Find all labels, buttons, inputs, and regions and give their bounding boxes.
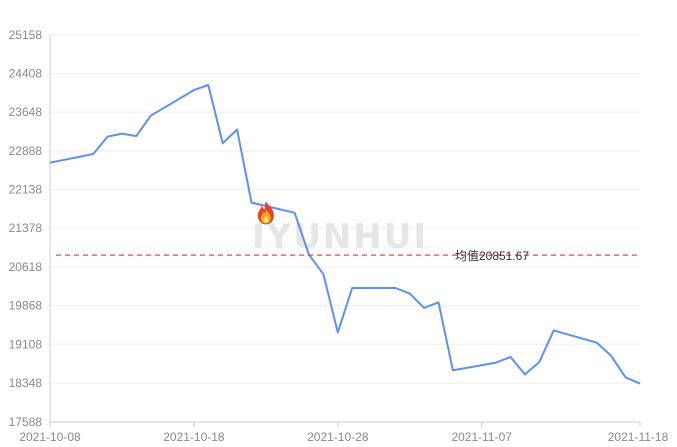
x-tick-label: 2021-11-07 [451, 430, 512, 444]
average-line-group: 均值20851.67 [56, 248, 640, 263]
y-tick-label: 21378 [9, 221, 43, 235]
y-tick-label: 20618 [9, 260, 43, 274]
y-tick-label: 22138 [9, 182, 43, 196]
y-tick-label: 25158 [9, 28, 43, 42]
fire-icon [257, 201, 274, 225]
series-layer [49, 84, 641, 385]
y-tick-label: 18348 [9, 376, 43, 390]
y-tick-label: 19868 [9, 298, 43, 312]
x-tick-label: 2021-10-18 [163, 430, 225, 444]
y-tick-label: 19108 [9, 337, 43, 351]
y-tick-label: 22888 [9, 144, 43, 158]
grid-lines [50, 34, 640, 384]
y-tick-label: 17588 [9, 415, 43, 429]
series-line [49, 84, 641, 385]
marker-layer [257, 201, 274, 225]
y-tick-label: 23648 [9, 105, 43, 119]
x-tick-label: 2021-11-18 [608, 430, 669, 444]
average-label: 均值20851.67 [455, 248, 529, 263]
x-tick-label: 2021-10-08 [19, 430, 81, 444]
axes: 25158 24408 23648 22888 22138 21378 20618 19868… [9, 28, 669, 444]
watermark: IYUNHUI [252, 217, 428, 257]
x-tick-label: 2021-10-28 [307, 430, 369, 444]
y-tick-label: 24408 [9, 66, 43, 80]
